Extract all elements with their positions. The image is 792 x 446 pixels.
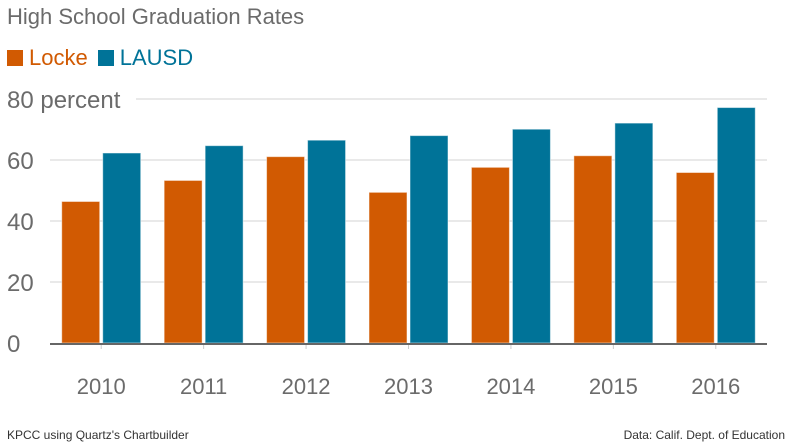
legend-item-lausd: LAUSD — [97, 45, 194, 71]
bar-lausd-2013 — [409, 135, 449, 344]
bar-locke-2011 — [163, 179, 203, 344]
credit-text: KPCC using Quartz's Chartbuilder — [7, 428, 189, 442]
bar-locke-2012 — [266, 156, 306, 344]
bar-locke-2015 — [573, 155, 613, 344]
legend: Locke LAUSD — [7, 45, 193, 71]
chart-title: High School Graduation Rates — [7, 4, 305, 29]
bar-locke-2016 — [675, 172, 715, 344]
x-tick-label: 2013 — [384, 374, 433, 399]
bar-lausd-2011 — [204, 145, 244, 344]
x-tick-label: 2010 — [77, 374, 126, 399]
legend-swatch-lausd — [97, 50, 114, 66]
x-tick-label: 2014 — [486, 374, 535, 399]
bar-locke-2014 — [470, 166, 510, 344]
legend-label-lausd: LAUSD — [119, 45, 194, 70]
bar-locke-2010 — [61, 200, 101, 344]
bar-lausd-2010 — [102, 152, 142, 344]
y-tick-label: 0 — [7, 331, 20, 358]
x-tick-label: 2015 — [589, 374, 638, 399]
bar-lausd-2016 — [716, 107, 756, 344]
bar-lausd-2014 — [511, 128, 551, 344]
legend-swatch-locke — [7, 50, 23, 66]
x-tick-label: 2011 — [180, 374, 227, 399]
x-tick-label: 2012 — [282, 374, 331, 399]
y-tick-label: 80 percent — [7, 87, 121, 114]
legend-item-locke: Locke — [7, 45, 88, 71]
data-source-text: Data: Calif. Dept. of Education — [623, 428, 785, 442]
legend-label-locke: Locke — [29, 45, 88, 70]
y-tick-label: 20 — [7, 270, 34, 297]
bar-locke-2013 — [368, 191, 408, 344]
bar-lausd-2015 — [614, 122, 654, 344]
x-tick-label: 2016 — [691, 374, 740, 399]
bar-lausd-2012 — [307, 139, 347, 344]
y-tick-label: 40 — [7, 209, 34, 236]
y-tick-label: 60 — [7, 148, 34, 175]
